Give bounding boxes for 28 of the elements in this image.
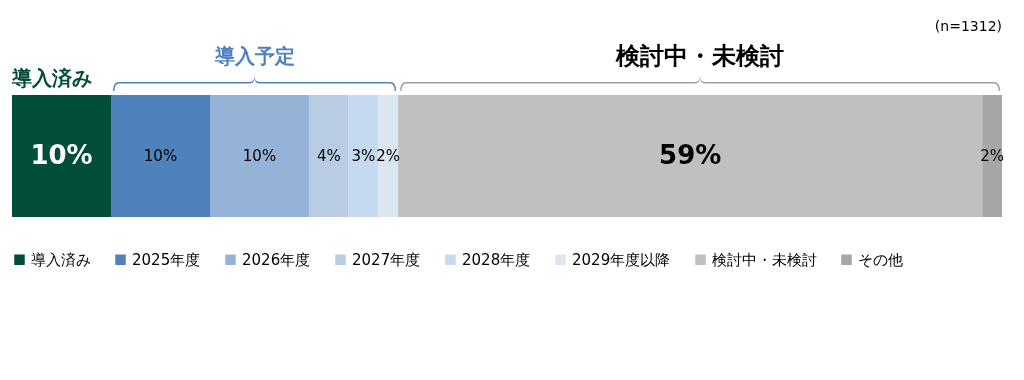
legend-label: その他 [858,250,903,269]
legend-label: 検討中・未検討 [712,250,817,269]
data-label: 3% [351,147,376,165]
legend-label: 2027年度 [352,250,421,269]
text: 検討中・未検討 [615,42,785,70]
legend-label: 2025年度 [132,250,201,269]
legend-label: 導入済み [31,250,91,269]
bar [309,95,349,217]
bar [12,95,111,217]
legend-label: 2028年度 [462,250,531,269]
bar [210,95,309,217]
text: (n=1312) [934,18,1002,34]
bar [348,95,379,217]
bar [398,95,983,217]
data-label: 59% [659,140,722,170]
bar [982,95,1002,217]
bar [111,95,210,217]
data-label: 2% [980,147,1004,165]
data-label: 2% [376,147,401,165]
data-label: 10% [242,147,277,165]
legend-label: 2026年度 [242,250,311,269]
legend-label: 2029年度以降 [572,250,671,269]
data-label: 10% [143,147,178,165]
text: 導入予定 [213,44,295,68]
data-label: 10% [30,140,93,170]
data-label: 4% [316,147,341,165]
text: 導入済み [11,66,92,90]
bar [378,95,399,217]
